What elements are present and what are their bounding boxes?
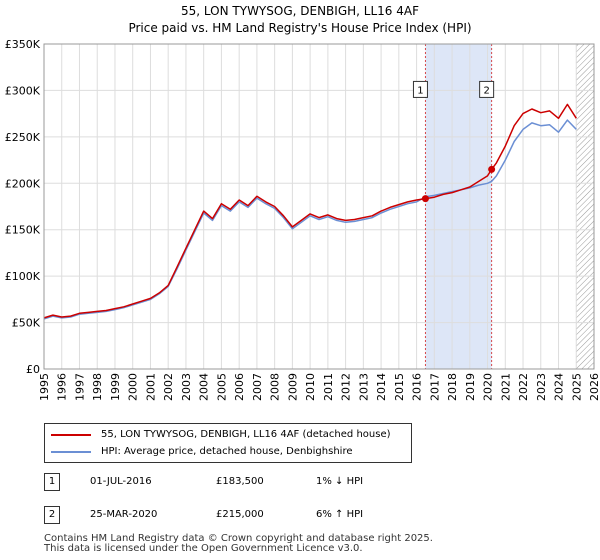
x-tick-label: 2000 xyxy=(127,373,140,401)
x-tick-label: 2026 xyxy=(588,373,600,401)
sale-date: 01-JUL-2016 xyxy=(90,476,152,487)
legend-swatch-hpi xyxy=(51,451,91,453)
x-tick-label: 2016 xyxy=(411,373,424,401)
x-tick-label: 2008 xyxy=(269,373,282,401)
sale-label-number: 1 xyxy=(417,85,423,96)
sale-point xyxy=(488,165,496,173)
legend-label-hpi: HPI: Average price, detached house, Denb… xyxy=(101,446,353,457)
legend-swatch-property xyxy=(51,434,91,436)
chart-title-address: 55, LON TYWYSOG, DENBIGH, LL16 4AF xyxy=(181,4,419,18)
x-tick-label: 2009 xyxy=(286,373,299,401)
y-tick-label: £50K xyxy=(12,317,41,330)
x-tick-label: 2011 xyxy=(322,373,335,401)
y-tick-label: £300K xyxy=(5,84,41,97)
sale-label-box xyxy=(479,80,495,98)
sale-number-badge: 2 xyxy=(44,506,60,524)
sale-period-shade xyxy=(425,44,492,369)
x-tick-label: 2020 xyxy=(482,373,495,401)
plot-area xyxy=(44,44,594,369)
x-tick-label: 2005 xyxy=(215,373,228,401)
x-tick-label: 2015 xyxy=(393,373,406,401)
chart-legend: 55, LON TYWYSOG, DENBIGH, LL16 4AF (deta… xyxy=(44,423,412,463)
x-tick-label: 2004 xyxy=(198,373,211,401)
y-tick-label: £0 xyxy=(26,363,40,376)
x-tick-label: 2003 xyxy=(180,373,193,401)
plot-border xyxy=(43,43,595,370)
footer-licence: This data is licensed under the Open Gov… xyxy=(44,543,363,554)
sale-point xyxy=(421,195,429,203)
sale-price: £215,000 xyxy=(216,509,264,520)
x-tick-label: 2024 xyxy=(553,373,566,401)
x-tick-label: 2013 xyxy=(357,373,370,401)
x-tick-label: 2023 xyxy=(535,373,548,401)
y-tick-label: £350K xyxy=(5,38,41,51)
x-tick-label: 2017 xyxy=(428,373,441,401)
x-tick-label: 1995 xyxy=(38,373,51,401)
x-tick-label: 2001 xyxy=(144,373,157,401)
x-tick-label: 1996 xyxy=(56,373,69,401)
x-tick-label: 2007 xyxy=(251,373,264,401)
y-tick-label: £250K xyxy=(5,131,41,144)
x-tick-label: 2014 xyxy=(375,373,388,401)
x-tick-label: 2006 xyxy=(233,373,246,401)
x-tick-label: 2022 xyxy=(517,373,530,401)
x-tick-label: 2002 xyxy=(162,373,175,401)
x-tick-label: 1997 xyxy=(73,373,86,401)
forecast-hatch xyxy=(576,44,594,369)
sale-label-box xyxy=(412,80,428,98)
footer-copyright: Contains HM Land Registry data © Crown c… xyxy=(44,533,433,544)
x-tick-label: 2012 xyxy=(340,373,353,401)
chart-subtitle: Price paid vs. HM Land Registry's House … xyxy=(128,21,472,35)
sale-number-badge: 1 xyxy=(44,473,60,491)
sale-hpi-diff: 1% ↓ HPI xyxy=(316,476,364,487)
x-tick-label: 2021 xyxy=(499,373,512,401)
y-tick-label: £150K xyxy=(5,224,41,237)
hpi-line xyxy=(43,119,577,320)
x-tick-label: 2019 xyxy=(464,373,477,401)
x-tick-label: 2010 xyxy=(304,373,317,401)
x-tick-label: 2025 xyxy=(570,373,583,401)
x-tick-label: 2018 xyxy=(446,373,459,401)
sale-hpi-diff: 6% ↑ HPI xyxy=(316,509,364,520)
sale-label-number: 2 xyxy=(483,85,489,96)
sale-price: £183,500 xyxy=(216,476,264,487)
sale-date: 25-MAR-2020 xyxy=(90,509,158,520)
y-tick-label: £200K xyxy=(5,177,41,190)
y-tick-label: £100K xyxy=(5,270,41,283)
legend-label-property: 55, LON TYWYSOG, DENBIGH, LL16 4AF (deta… xyxy=(101,429,391,440)
x-tick-label: 1998 xyxy=(91,373,104,401)
price-chart: £0 £50K £100K £150K £200K £250K £300K £350K 1995… xyxy=(5,38,600,401)
x-tick-label: 1999 xyxy=(109,373,122,401)
